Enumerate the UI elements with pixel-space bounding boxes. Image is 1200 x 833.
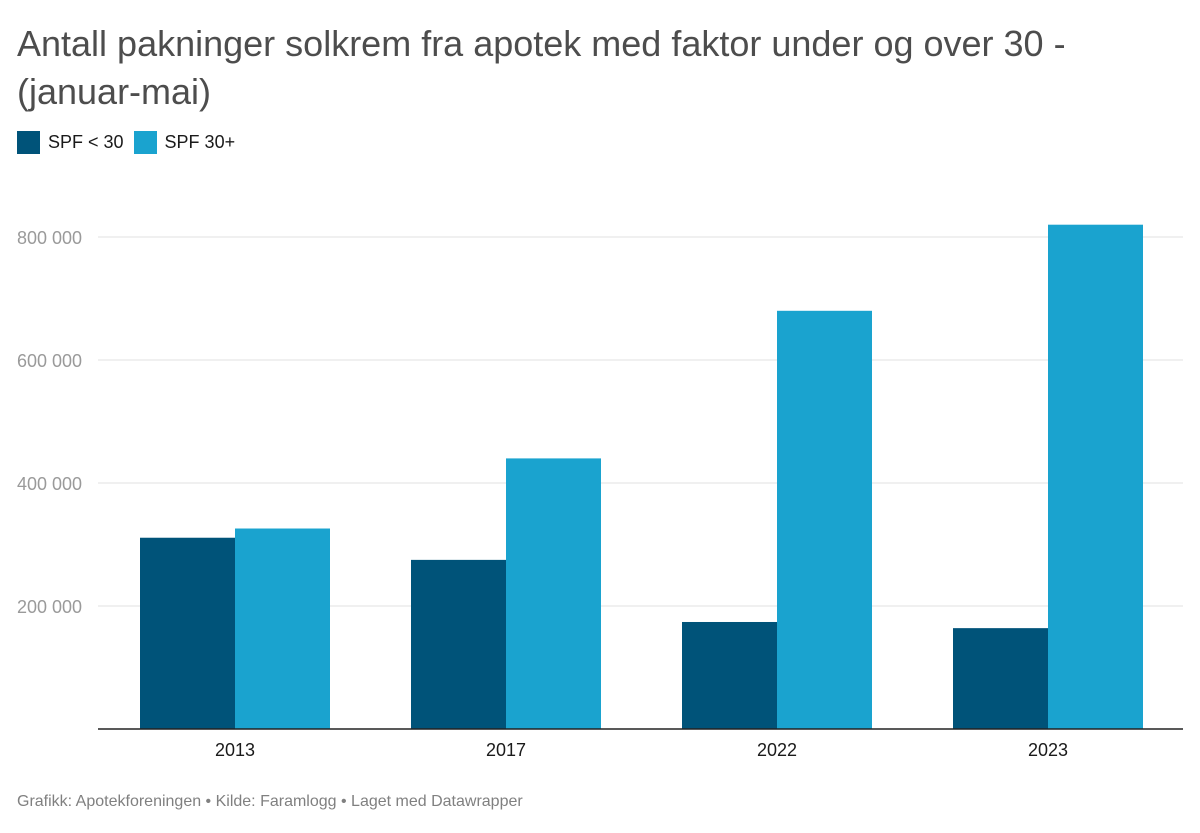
footer-credits: Grafikk: Apotekforeningen • Kilde: Faram… <box>17 793 523 810</box>
legend-label-spf-under-30: SPF < 30 <box>48 132 124 152</box>
bar-spf-under-30-2017 <box>411 559 506 729</box>
y-tick-label-600000: 600 000 <box>17 351 82 371</box>
legend-item-spf-30-plus: SPF 30+ <box>133 131 236 154</box>
x-tick-label-2017: 2017 <box>486 740 526 760</box>
legend-label-spf-30-plus: SPF 30+ <box>164 132 236 152</box>
y-tick-label-200000: 200 000 <box>17 597 82 617</box>
y-tick-label-800000: 800 000 <box>17 228 82 248</box>
chart-title: Antall pakninger solkrem fra apotek med … <box>17 23 1066 112</box>
bar-spf-under-30-2013 <box>140 537 235 729</box>
x-tick-label-2013: 2013 <box>215 740 255 760</box>
legend-swatch-spf-30-plus <box>133 131 157 154</box>
legend: SPF < 30 SPF 30+ <box>17 131 245 154</box>
bar-spf-30-plus-2017 <box>506 458 601 729</box>
bar-spf-under-30-2022 <box>682 621 777 729</box>
bar-spf-30-plus-2023 <box>1048 224 1143 729</box>
bar-spf-30-plus-2022 <box>777 310 872 729</box>
x-tick-label-2023: 2023 <box>1028 740 1068 760</box>
bar-spf-30-plus-2013 <box>235 528 330 729</box>
y-tick-label-400000: 400 000 <box>17 474 82 494</box>
x-tick-label-2022: 2022 <box>757 740 797 760</box>
legend-item-spf-under-30: SPF < 30 <box>17 131 124 154</box>
legend-swatch-spf-under-30 <box>17 131 40 154</box>
bar-spf-under-30-2023 <box>953 628 1048 729</box>
